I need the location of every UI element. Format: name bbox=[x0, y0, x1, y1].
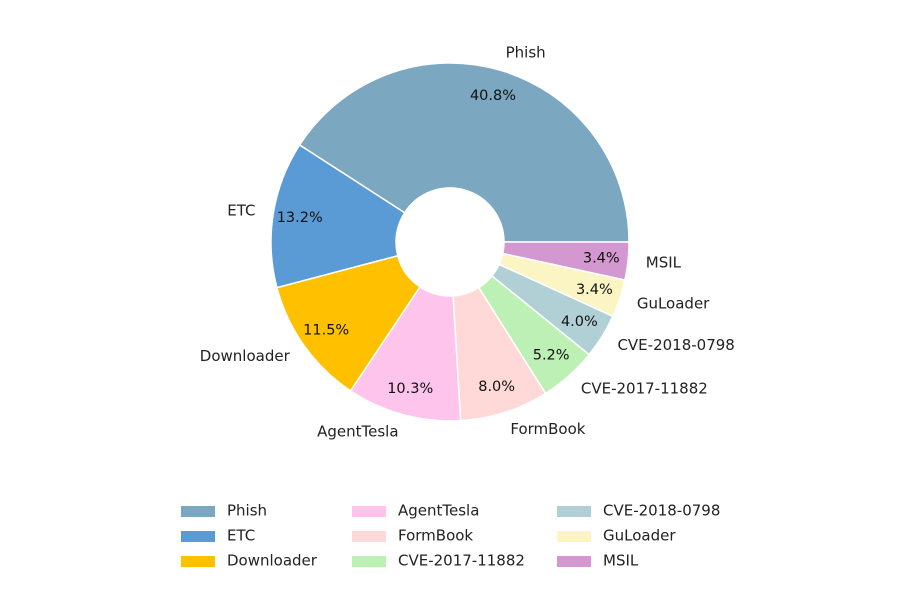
legend-swatch-phish bbox=[181, 506, 215, 517]
legend-swatch-msil bbox=[557, 556, 591, 567]
legend-swatch-agenttesla bbox=[352, 506, 386, 517]
slice-label-cve-2017-11882: CVE-2017-11882 bbox=[581, 380, 708, 398]
slice-label-phish: Phish bbox=[506, 44, 546, 62]
legend-swatch-guloader bbox=[557, 531, 591, 542]
legend-label-formbook: FormBook bbox=[398, 527, 473, 545]
slice-value-cve-2018-0798: 4.0% bbox=[561, 314, 598, 330]
legend-item-formbook: FormBook bbox=[352, 527, 473, 545]
slice-value-cve-2017-11882: 5.2% bbox=[533, 348, 570, 364]
legend-label-phish: Phish bbox=[227, 502, 267, 520]
slice-value-downloader: 11.5% bbox=[303, 322, 349, 338]
legend-label-downloader: Downloader bbox=[227, 552, 318, 570]
legend-item-guloader: GuLoader bbox=[557, 527, 676, 545]
legend-swatch-cve-2017-11882 bbox=[352, 556, 386, 567]
legend-swatch-cve-2018-0798 bbox=[557, 506, 591, 517]
slice-value-phish: 40.8% bbox=[470, 88, 516, 104]
legend-swatch-downloader bbox=[181, 556, 215, 567]
legend-swatch-formbook bbox=[352, 531, 386, 542]
legend: Phish ETC Downloader AgentTesla FormBook CVE-… bbox=[181, 502, 720, 570]
pie-slices bbox=[271, 63, 629, 421]
slice-value-etc: 13.2% bbox=[277, 210, 323, 226]
slice-label-downloader: Downloader bbox=[200, 347, 291, 365]
legend-label-msil: MSIL bbox=[603, 552, 639, 570]
slice-value-agenttesla: 10.3% bbox=[387, 381, 433, 397]
legend-item-phish: Phish bbox=[181, 502, 267, 520]
slice-value-guloader: 3.4% bbox=[576, 282, 613, 298]
legend-item-msil: MSIL bbox=[557, 552, 639, 570]
slice-label-msil: MSIL bbox=[646, 254, 682, 272]
legend-item-agenttesla: AgentTesla bbox=[352, 502, 479, 520]
legend-item-cve-2018-0798: CVE-2018-0798 bbox=[557, 502, 720, 520]
legend-label-guloader: GuLoader bbox=[603, 527, 676, 545]
slice-label-etc: ETC bbox=[227, 202, 255, 220]
slice-value-msil: 3.4% bbox=[583, 250, 620, 266]
slice-label-guloader: GuLoader bbox=[637, 295, 710, 313]
slice-label-cve-2018-0798: CVE-2018-0798 bbox=[617, 336, 734, 354]
slice-label-agenttesla: AgentTesla bbox=[317, 423, 398, 441]
legend-label-cve-2018-0798: CVE-2018-0798 bbox=[603, 502, 720, 520]
legend-item-etc: ETC bbox=[181, 527, 255, 545]
legend-item-cve-2017-11882: CVE-2017-11882 bbox=[352, 552, 525, 570]
slice-label-formbook: FormBook bbox=[510, 420, 585, 438]
legend-swatch-etc bbox=[181, 531, 215, 542]
legend-label-cve-2017-11882: CVE-2017-11882 bbox=[398, 552, 525, 570]
slice-value-formbook: 8.0% bbox=[478, 379, 515, 395]
legend-label-agenttesla: AgentTesla bbox=[398, 502, 479, 520]
legend-item-downloader: Downloader bbox=[181, 552, 318, 570]
legend-label-etc: ETC bbox=[227, 527, 255, 545]
